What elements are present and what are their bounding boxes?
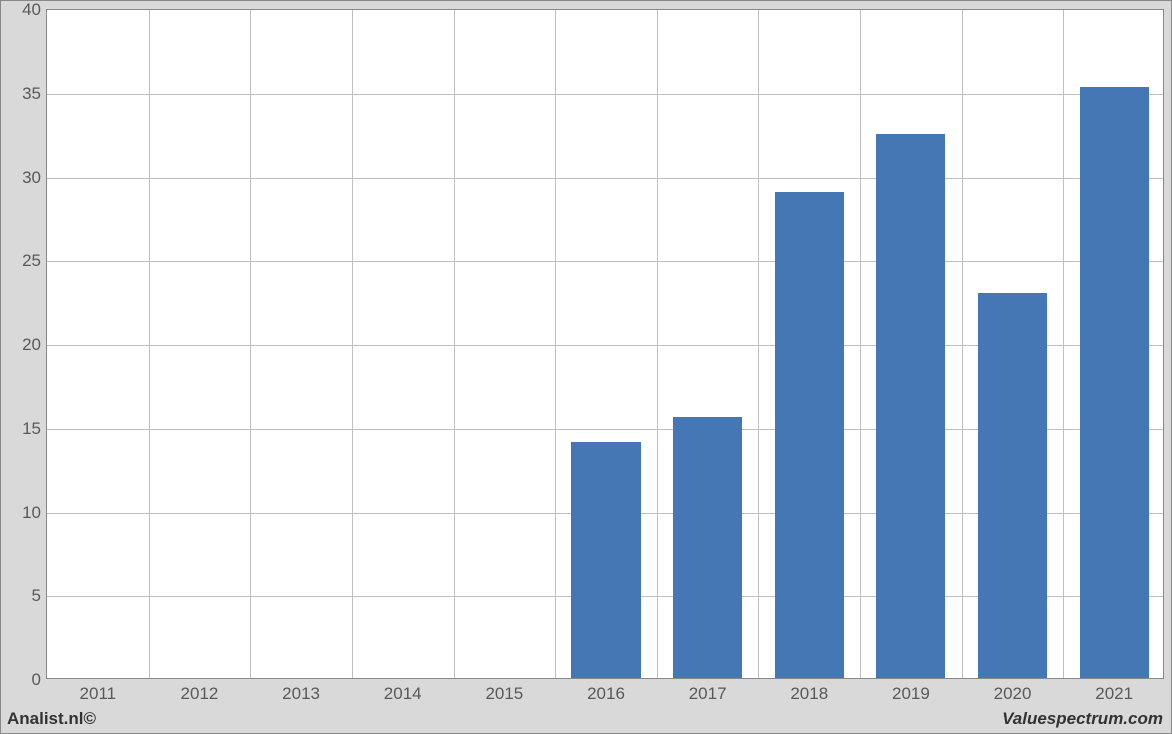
grid-line-v bbox=[555, 10, 556, 678]
x-tick-label: 2021 bbox=[1095, 678, 1133, 704]
grid-line-v bbox=[149, 10, 150, 678]
bar-2016 bbox=[571, 442, 640, 678]
x-tick-label: 2017 bbox=[689, 678, 727, 704]
y-tick-label: 35 bbox=[22, 84, 47, 104]
x-tick-label: 2016 bbox=[587, 678, 625, 704]
x-tick-label: 2020 bbox=[994, 678, 1032, 704]
y-tick-label: 15 bbox=[22, 419, 47, 439]
y-tick-label: 20 bbox=[22, 335, 47, 355]
grid-line-v bbox=[250, 10, 251, 678]
y-tick-label: 10 bbox=[22, 503, 47, 523]
x-tick-label: 2018 bbox=[790, 678, 828, 704]
x-tick-label: 2014 bbox=[384, 678, 422, 704]
footer-left: Analist.nl© bbox=[7, 709, 96, 729]
x-tick-label: 2012 bbox=[181, 678, 219, 704]
grid-line-h bbox=[47, 261, 1163, 262]
grid-line-v bbox=[657, 10, 658, 678]
grid-line-v bbox=[962, 10, 963, 678]
grid-line-v bbox=[1063, 10, 1064, 678]
x-tick-label: 2019 bbox=[892, 678, 930, 704]
grid-line-v bbox=[758, 10, 759, 678]
footer-right: Valuespectrum.com bbox=[1002, 709, 1163, 729]
bar-2017 bbox=[673, 417, 742, 678]
y-tick-label: 25 bbox=[22, 251, 47, 271]
bar-2020 bbox=[978, 293, 1047, 678]
plot-area: 0510152025303540201120122013201420152016… bbox=[46, 9, 1164, 679]
y-tick-label: 30 bbox=[22, 168, 47, 188]
y-tick-label: 5 bbox=[32, 586, 47, 606]
grid-line-v bbox=[352, 10, 353, 678]
chart-container: 0 5 10 15 20 25 30 35 40 2011 2012 2013 2014 2015 2016… bbox=[0, 0, 1172, 734]
bar-2019 bbox=[876, 134, 945, 678]
bar-2018 bbox=[775, 192, 844, 678]
x-tick-label: 2015 bbox=[485, 678, 523, 704]
grid-line-h bbox=[47, 94, 1163, 95]
y-tick-label: 40 bbox=[22, 0, 47, 20]
bar-2021 bbox=[1080, 87, 1149, 678]
grid-line-h bbox=[47, 178, 1163, 179]
grid-line-v bbox=[860, 10, 861, 678]
x-tick-label: 2011 bbox=[80, 678, 117, 704]
grid-line-v bbox=[454, 10, 455, 678]
x-tick-label: 2013 bbox=[282, 678, 320, 704]
y-tick-label: 0 bbox=[32, 670, 47, 690]
